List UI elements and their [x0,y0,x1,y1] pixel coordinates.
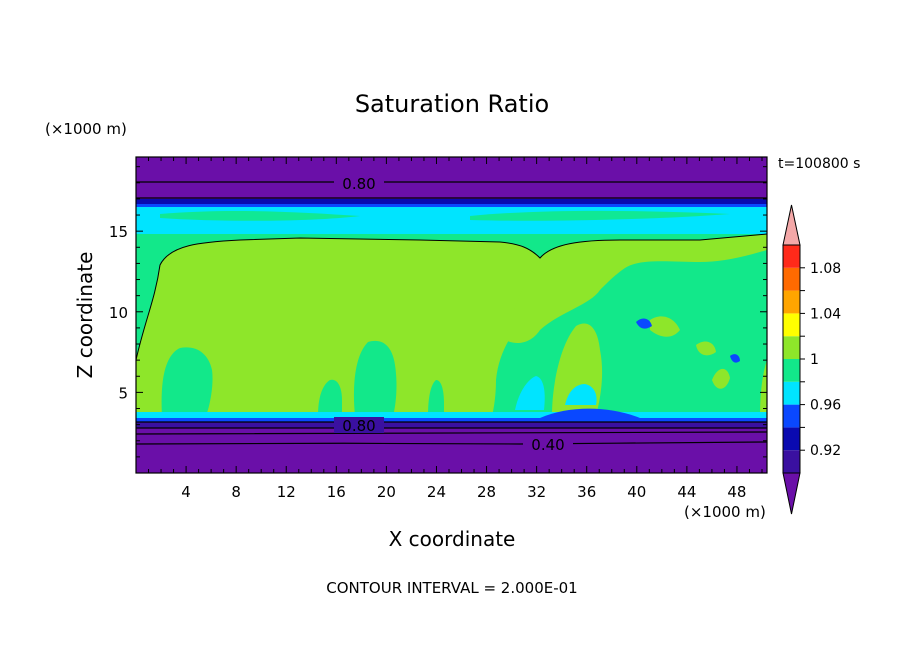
layer-upper-green-streak [160,210,730,221]
colorbar-swatch [783,245,800,268]
cloud-region-right [505,234,767,343]
cloud-region-left [136,238,540,416]
colorbar-swatch [783,290,800,314]
colorbar-under-arrow [782,472,801,515]
x-tick-label: 32 [527,483,546,501]
contour-interval-note: CONTOUR INTERVAL = 2.000E-01 [326,579,577,597]
colorbar-label: 1.08 [810,261,841,277]
plot-frame [135,156,768,474]
x-tick-label: 44 [677,483,696,501]
colorbar: 0.92 0.96 1 1.04 1.08 [782,204,841,515]
cloud-puff-c [428,380,444,416]
y-tick-label: 5 [118,384,128,402]
contour-label: 0.80 [342,417,375,435]
contour-top-080 [136,181,767,199]
y-tick-label: 10 [109,304,128,322]
x-tick-label: 20 [377,483,396,501]
x-tick-label: 28 [477,483,496,501]
contour-label: 0.80 [342,175,375,193]
x-tick-label: 24 [427,483,446,501]
colorbar-swatch [783,404,800,428]
contour-label: 0.40 [531,436,564,454]
cloud-puff-b [318,379,342,416]
colorbar-swatch [783,450,800,473]
colorbar-over-arrow [782,204,801,246]
x-tick-label: 48 [727,483,746,501]
x-tick-label: 12 [277,483,296,501]
colorbar-swatch [783,359,800,382]
x-axis: 4 8 12 16 20 24 28 32 36 40 44 48 [148,157,763,501]
cloud-puff-a [353,340,397,416]
colorbar-label: 1 [810,352,819,368]
inversion-cyan [136,412,767,418]
colorbar-label: 0.96 [810,398,841,414]
colorbar-swatch [783,381,800,405]
time-label: t=100800 s [778,156,860,172]
contour-040 [136,441,767,445]
saturation-field [136,157,767,473]
y-tick-label: 15 [109,223,128,241]
colorbar-swatch [783,336,800,359]
dry-bits-blue [636,318,740,363]
inversion-blue [136,408,767,424]
x-tick-label: 36 [577,483,596,501]
x-tick-label: 4 [181,483,191,501]
colorbar-swatch [783,267,800,291]
layer-upper-dark-blue [136,199,767,207]
y-unit-label: (×1000 m) [45,120,127,138]
contour-cloud-boundary [136,233,767,361]
colorbar-label: 1.04 [810,306,841,322]
y-axis-label: Z coordinate [73,252,97,379]
x-tick-label: 8 [231,483,241,501]
cloud-puff-f [565,384,597,405]
x-unit-label: (×1000 m) [684,503,766,521]
cloud-puff-left [161,347,213,416]
colorbar-swatch [783,427,800,451]
cloud-puff-e [515,376,545,410]
x-axis-label: X coordinate [389,527,516,551]
colorbar-swatch [783,313,800,337]
contour-labels: 0.80 0.80 0.40 [334,174,573,454]
y-axis: 5 10 15 [109,166,767,458]
cloud-bits-right [650,316,730,389]
colorbar-label: 0.92 [810,443,841,459]
x-tick-label: 40 [627,483,646,501]
inversion-dark [136,422,767,428]
x-tick-label: 16 [327,483,346,501]
chart-title: Saturation Ratio [355,90,549,118]
cloud-puff-right [760,360,767,416]
